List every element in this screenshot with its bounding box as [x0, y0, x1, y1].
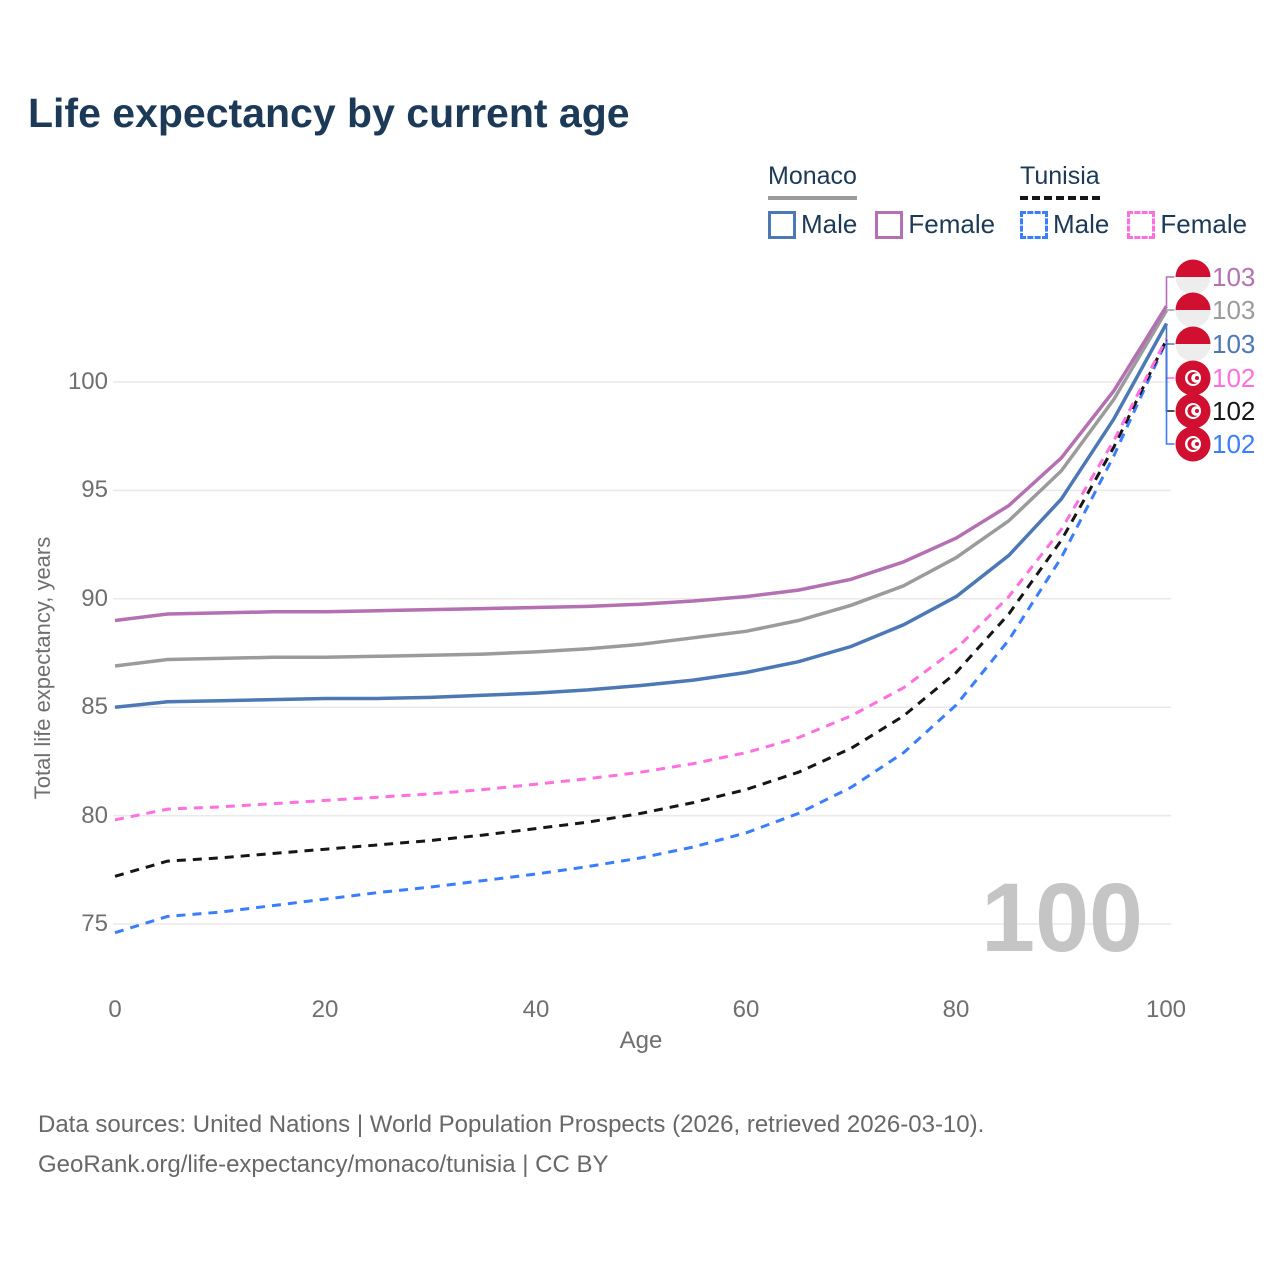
tunisia-flag-icon	[1175, 426, 1211, 462]
series-line-tunisia-both-sexes	[114, 339, 1168, 878]
end-value-tunisia-male: 102	[1212, 429, 1256, 459]
tunisia-female-swatch-icon	[1127, 210, 1156, 239]
data-sources-line: Data sources: United Nations | World Pop…	[38, 1111, 985, 1138]
legend-label-tunisia-female: Female	[1160, 209, 1248, 239]
series-line-monaco-male	[114, 322, 1169, 709]
x-axis-title: Age	[619, 1027, 663, 1054]
legend-item-monaco-male[interactable]: Male	[768, 209, 857, 240]
x-tick-20: 20	[311, 996, 339, 1023]
legend-country-tunisia[interactable]: Tunisia	[1020, 162, 1100, 200]
series-lines	[114, 305, 1169, 935]
tunisia-male-swatch-icon	[1020, 210, 1048, 239]
series-line-tunisia-female	[114, 337, 1168, 822]
footer: Data sources: United Nations | World Pop…	[38, 1105, 984, 1185]
end-value-tunisia-both: 102	[1212, 396, 1256, 426]
page-title: Life expectancy by current age	[28, 90, 630, 136]
age-frame-watermark: 100	[981, 863, 1143, 972]
legend-item-tunisia-female[interactable]: Female	[1127, 209, 1247, 240]
x-tick-0: 0	[108, 996, 122, 1023]
legend-label-monaco-female: Female	[908, 209, 996, 239]
y-tick-75: 75	[81, 910, 108, 937]
y-tick-100: 100	[67, 368, 108, 395]
legend-item-monaco-female[interactable]: Female	[875, 209, 995, 240]
legend-country-monaco[interactable]: Monaco	[768, 162, 857, 200]
monaco-flag-icon	[1175, 259, 1211, 295]
y-tick-95: 95	[81, 476, 108, 503]
legend-item-tunisia-male[interactable]: Male	[1020, 209, 1109, 240]
monaco-flag-icon	[1175, 292, 1211, 328]
gridlines	[113, 381, 1171, 925]
series-line-tunisia-male	[114, 340, 1168, 935]
y-tick-85: 85	[81, 693, 108, 720]
tunisia-flag-icon	[1175, 360, 1211, 396]
legend-group-tunisia: Tunisia Male Female	[1020, 162, 1265, 240]
series-line-monaco-female	[114, 305, 1168, 623]
x-tick-60: 60	[732, 996, 760, 1023]
x-tick-80: 80	[942, 996, 970, 1023]
attribution-line: GeoRank.org/life-expectancy/monaco/tunis…	[38, 1151, 609, 1178]
series-line-monaco-both-sexes	[114, 309, 1169, 668]
legend-label-monaco-male: Male	[801, 209, 858, 239]
end-value-monaco-female: 103	[1212, 262, 1256, 292]
monaco-male-swatch-icon	[768, 210, 796, 239]
x-tick-40: 40	[522, 996, 550, 1023]
legend-label-tunisia-male: Male	[1053, 209, 1110, 239]
end-value-monaco-male: 103	[1212, 329, 1256, 359]
y-tick-90: 90	[81, 585, 108, 612]
monaco-flag-icon	[1175, 326, 1211, 362]
end-value-tunisia-female: 102	[1212, 363, 1256, 393]
monaco-female-swatch-icon	[875, 210, 904, 239]
tunisia-flag-icon	[1175, 393, 1211, 429]
end-value-monaco-both: 103	[1212, 295, 1256, 325]
x-tick-100: 100	[1145, 996, 1187, 1023]
legend-group-monaco: Monaco Male Female	[768, 162, 1013, 240]
y-tick-80: 80	[81, 802, 108, 829]
flag-markers	[1165, 259, 1211, 462]
